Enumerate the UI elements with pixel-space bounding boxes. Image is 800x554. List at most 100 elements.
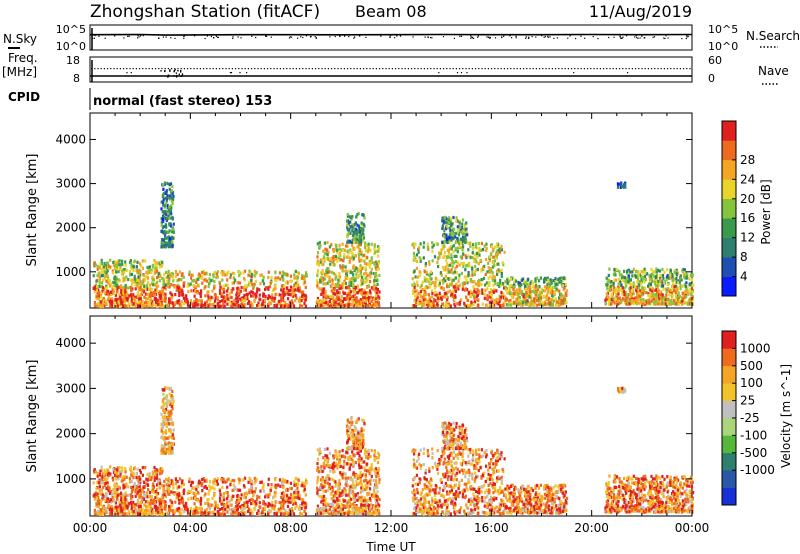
nave-point: [603, 68, 605, 70]
range-gate-cell: [515, 288, 518, 292]
nave-dip-point: [175, 72, 178, 74]
range-gate-cell: [458, 221, 461, 225]
range-gate-cell: [631, 270, 634, 274]
range-gate-cell: [447, 253, 450, 257]
nave-point: [167, 68, 169, 70]
range-gate-cell: [669, 288, 672, 293]
nave-point: [622, 68, 624, 70]
range-gate-cell: [367, 242, 370, 246]
range-gate-cell: [229, 275, 232, 280]
range-gate-cell: [159, 507, 162, 511]
range-gate-cell: [363, 280, 366, 284]
range-gate-cell: [494, 282, 497, 286]
range-gate-cell: [116, 474, 119, 478]
range-gate-cell: [297, 283, 300, 287]
range-gate-cell: [250, 290, 253, 294]
nsearch-point: [531, 36, 533, 38]
range-gate-cell: [275, 304, 278, 308]
range-gate-cell: [164, 236, 167, 240]
range-gate-cell: [442, 268, 445, 272]
nsearch-point: [470, 35, 472, 37]
range-gate-cell: [350, 283, 353, 288]
range-gate-cell: [363, 261, 367, 265]
range-gate-cell: [661, 298, 664, 303]
range-gate-cell: [280, 294, 283, 299]
range-gate-cell: [332, 254, 335, 259]
range-gate-cell: [666, 283, 669, 287]
range-gate-cell: [615, 268, 618, 272]
range-gate-cell: [233, 303, 236, 307]
range-gate-cell: [262, 292, 265, 296]
nave-point: [113, 68, 115, 70]
range-gate-cell: [114, 468, 117, 472]
range-gate-cell: [95, 289, 98, 293]
range-gate-cell: [440, 273, 443, 277]
range-gate-cell: [550, 286, 553, 290]
nave-point: [203, 68, 205, 70]
range-gate-cell: [159, 296, 162, 301]
range-gate-cell: [109, 505, 112, 509]
nave-point: [519, 68, 521, 70]
range-gate-cell: [654, 282, 657, 286]
range-gate-cell: [372, 287, 375, 291]
range-gate-cell: [441, 279, 444, 283]
range-gate-cell: [628, 287, 631, 291]
range-gate-cell: [501, 281, 505, 286]
range-gate-cell: [612, 296, 615, 300]
range-gate-cell: [183, 302, 186, 306]
range-gate-cell: [676, 286, 679, 290]
range-gate-cell: [447, 236, 450, 240]
range-gate-cell: [120, 496, 123, 500]
range-gate-cell: [356, 284, 359, 288]
range-gate-cell: [624, 279, 627, 283]
range-gate-cell: [364, 291, 367, 295]
range-gate-cell: [649, 292, 652, 296]
range-gate-cell: [144, 287, 147, 291]
range-gate-cell: [331, 259, 334, 263]
range-gate-cell: [534, 292, 537, 296]
range-gate-cell: [203, 272, 206, 276]
range-gate-cell: [650, 286, 653, 290]
range-gate-cell: [623, 286, 626, 290]
nave-point: [660, 68, 662, 70]
range-gate-cell: [151, 304, 154, 308]
range-gate-cell: [110, 504, 113, 509]
range-gate-cell: [683, 295, 686, 299]
range-gate-cell: [164, 234, 167, 238]
range-gate-cell: [497, 270, 500, 274]
range-gate-cell: [344, 282, 347, 286]
range-gate-cell: [636, 280, 639, 284]
range-gate-cell: [456, 302, 459, 306]
range-gate-cell: [414, 258, 417, 263]
range-gate-cell: [320, 292, 323, 296]
range-gate-cell: [444, 279, 447, 283]
nave-point: [491, 68, 493, 70]
range-gate-cell: [162, 211, 166, 216]
range-gate-cell: [627, 280, 630, 284]
range-gate-cell: [218, 288, 222, 292]
nsearch-point: [399, 35, 402, 37]
range-gate-cell: [545, 303, 548, 307]
range-gate-cell: [520, 291, 524, 295]
range-gate-cell: [608, 284, 611, 289]
range-gate-cell: [461, 287, 464, 291]
range-gate-cell: [519, 284, 522, 288]
range-gate-cell: [626, 280, 629, 284]
range-gate-cell: [413, 270, 416, 274]
range-gate-cell: [167, 216, 170, 220]
nave-point: [302, 68, 304, 70]
range-gate-cell: [495, 256, 498, 260]
range-gate-cell: [178, 284, 181, 288]
range-gate-cell: [134, 283, 137, 287]
range-gate-cell: [111, 288, 114, 292]
range-gate-cell: [491, 300, 494, 304]
range-gate-cell: [171, 217, 175, 221]
range-gate-cell: [564, 291, 567, 295]
range-gate-cell: [316, 281, 319, 285]
range-gate-cell: [525, 290, 528, 294]
range-gate-cell: [160, 302, 163, 306]
nave-point: [254, 68, 256, 70]
range-gate-cell: [495, 250, 498, 254]
range-gate-cell: [289, 289, 292, 293]
range-gate-cell: [450, 253, 453, 257]
